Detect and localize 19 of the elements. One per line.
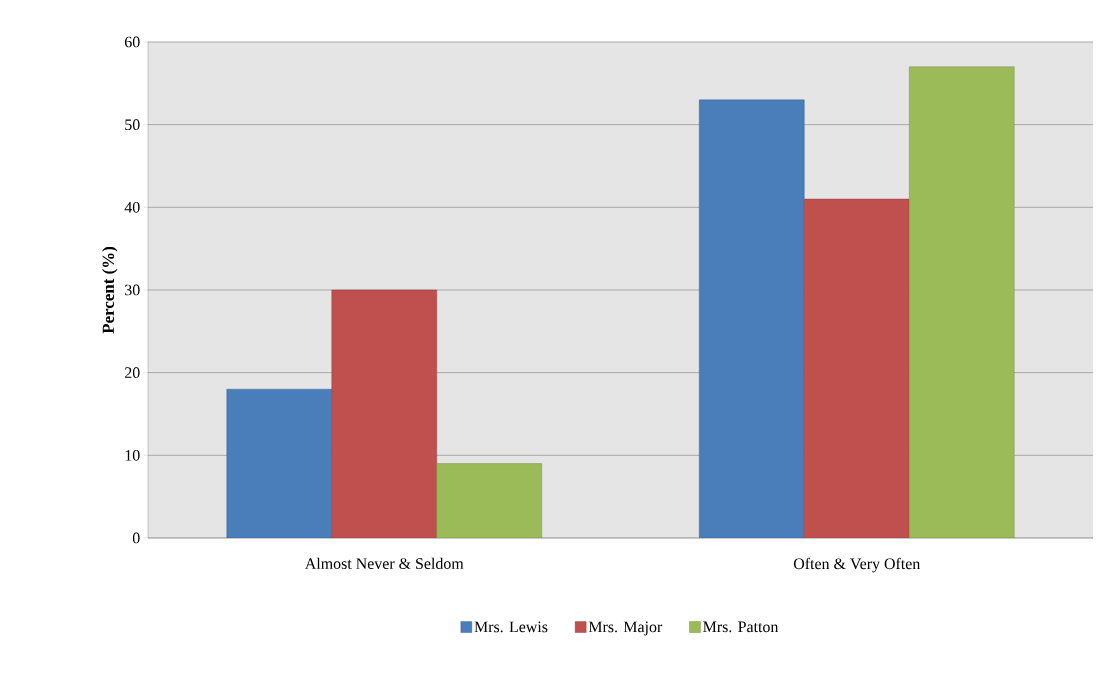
- y-tick-label: 0: [132, 532, 140, 544]
- bar: [804, 198, 910, 538]
- legend-label: Mrs. Lewis: [474, 621, 548, 633]
- legend-label: Mrs. Major: [588, 621, 663, 636]
- bar: [909, 66, 1015, 538]
- y-tick-label: 30: [125, 284, 140, 296]
- y-tick-label: 10: [125, 449, 140, 461]
- y-tick-label: 50: [125, 119, 140, 131]
- y-tick-label: 60: [124, 36, 140, 48]
- y-tick-label: 40: [124, 201, 140, 213]
- legend-label: Mrs. Patton: [703, 621, 779, 633]
- bar: [331, 289, 437, 538]
- bar: [226, 388, 332, 538]
- y-tick-label: 20: [125, 367, 140, 379]
- x-tick-label: Often & Very Often: [793, 557, 921, 573]
- bar: [436, 463, 542, 538]
- y-axis-title: Percent (%): [102, 246, 118, 334]
- x-tick-label: Almost Never & Seldom: [304, 557, 464, 569]
- bar: [699, 99, 805, 538]
